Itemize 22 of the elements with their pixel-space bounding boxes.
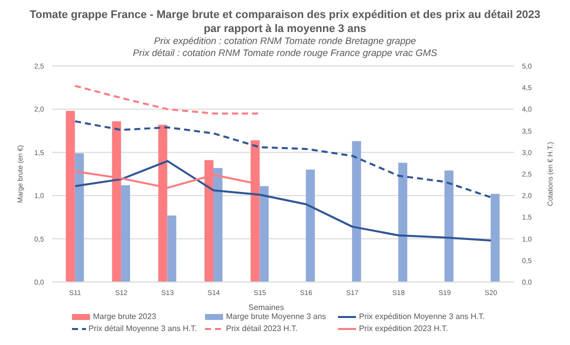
bar <box>306 170 315 282</box>
line-series <box>74 160 492 242</box>
chart-subtitle: Prix expédition : cotation RNM Tomate ronde Bretagne grappe Prix détail : cotation RNM Tomate ronde rouge France grappe vrac GMS <box>132 36 438 60</box>
line-series <box>74 120 492 198</box>
x-axis-title: Semaines <box>248 303 284 312</box>
legend-label: Prix expédition 2023 H.T. <box>359 324 448 333</box>
chart-title: Tomate grappe France - Marge brute et comparaison des prix expédition et des prix au détail 2023 par rapport à la moyenne 3 ans <box>28 8 542 36</box>
legend-label: Prix détail 2023 H.T. <box>226 324 298 333</box>
legend-label: Prix détail Moyenne 3 ans H.T. <box>88 324 197 333</box>
legend-label: Marge brute 2023 <box>93 312 156 321</box>
line-series <box>74 84 261 115</box>
bar <box>260 186 269 282</box>
bar <box>74 153 84 282</box>
bar <box>352 141 362 282</box>
bar <box>398 162 408 282</box>
bar <box>167 215 176 282</box>
legend-label: Marge brute Moyenne 3 ans <box>226 312 326 321</box>
bar <box>444 170 454 282</box>
bar <box>213 168 222 282</box>
bar <box>490 194 500 282</box>
bar <box>121 185 130 282</box>
legend-label: Prix expédition Moyenne 3 ans H.T. <box>359 312 485 321</box>
